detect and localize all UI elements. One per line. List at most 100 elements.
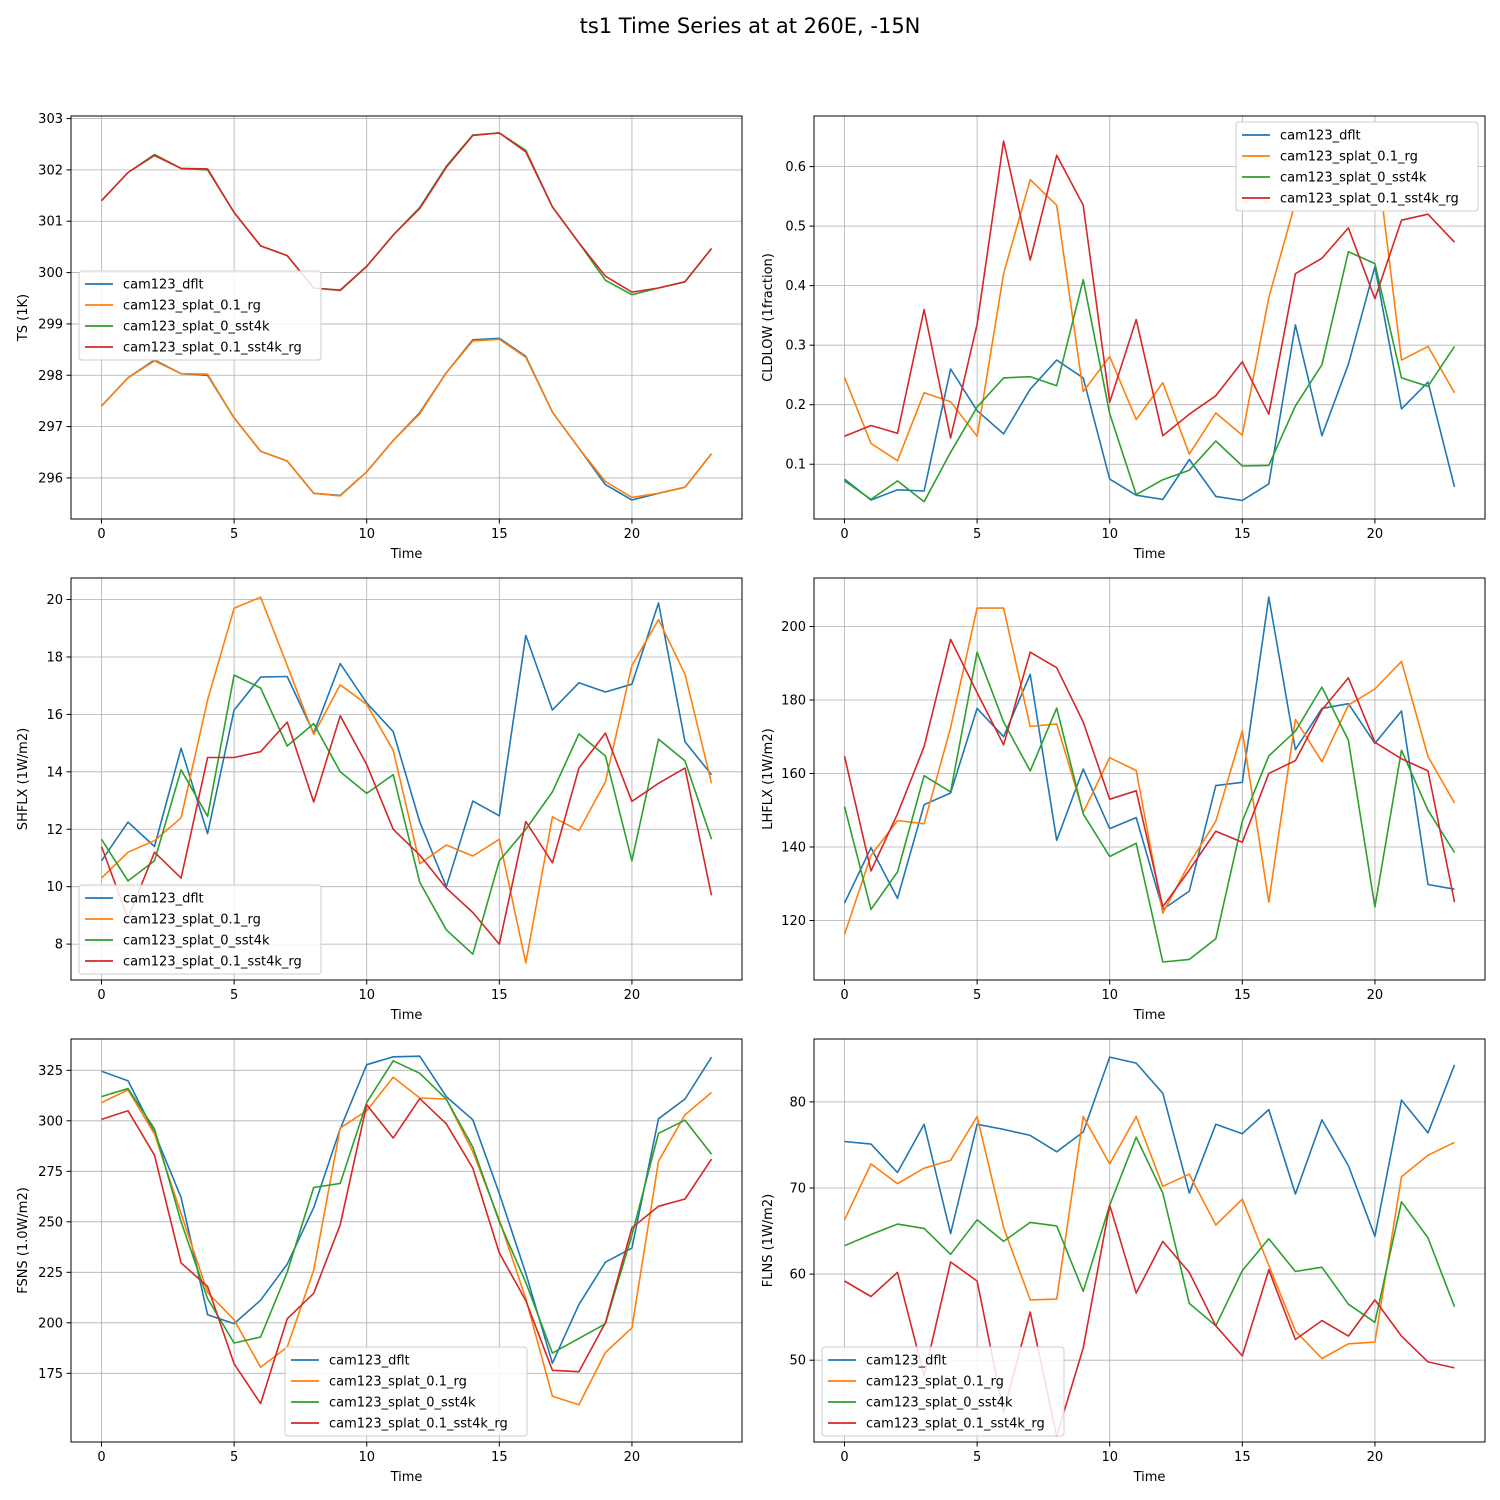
legend-entry: cam123_splat_0_sst4k [123,934,270,949]
series-line-cam123_splat_0.1_rg [101,1076,713,1406]
y-tick-label: 302 [38,163,63,178]
x-tick-label: 5 [230,527,238,542]
x-tick-label: 0 [97,1450,105,1465]
legend-box [1235,121,1479,212]
legend-entry: cam123_dflt [123,892,204,907]
legend: cam123_dflt cam123_splat_0.1_rg cam123_spl… [1235,121,1479,212]
series-line-cam123_splat_0_sst4k [100,674,713,956]
x-tick-label: 10 [1101,1450,1118,1465]
legend-entry: cam123_splat_0_sst4k [123,320,270,335]
y-tick-label: 200 [38,1316,63,1331]
y-axis-label: SHFLX (1W/m2) [16,728,31,830]
y-tick-label: 180 [781,693,806,708]
legend-entry: cam123_splat_0.1_rg [123,913,261,928]
legend: cam123_dflt cam123_splat_0.1_rg cam123_spl… [821,1346,1065,1437]
x-tick-label: 0 [840,988,848,1003]
legend-entry: cam123_splat_0.1_sst4k_rg [866,1417,1045,1432]
y-tick-label: 175 [38,1367,63,1382]
y-tick-label: 16 [46,708,63,723]
y-tick-label: 140 [781,840,806,855]
legend-box [284,1346,528,1437]
x-tick-label: 15 [1234,988,1251,1003]
series-line-cam123_splat_0.1_sst4k_rg [100,714,713,945]
x-tick-label: 10 [358,527,375,542]
x-tick-label: 0 [97,988,105,1003]
x-tick-label: 5 [230,988,238,1003]
x-tick-label: 15 [1234,527,1251,542]
series-line-cam123_splat_0.1_rg [843,1115,1455,1360]
series-line-cam123_splat_0.1_rg [843,607,1456,935]
series-line-cam123_splat_0.1_sst4k_rg [101,1097,713,1405]
y-tick-label: 10 [46,880,63,895]
y-tick-label: 298 [38,369,63,384]
x-tick-label: 5 [973,527,981,542]
x-axis-label: Time [1133,1008,1166,1023]
series-line-cam123_splat_0_sst4k [844,250,1456,503]
series-line-cam123_splat_0_sst4k [100,132,713,296]
series-line-cam123_splat_0.1_sst4k_rg [844,1204,1455,1437]
legend-entry: cam123_splat_0.1_sst4k_rg [123,341,302,356]
y-axis-label: FLNS (1W/m2) [761,1194,776,1287]
y-tick-label: 50 [789,1354,806,1369]
y-axis-label: CLDLOW (1fraction) [761,253,776,382]
legend-entry: cam123_dflt [329,1354,410,1369]
legend-entry: cam123_dflt [1280,129,1361,144]
y-tick-label: 296 [38,471,63,486]
y-tick-label: 0.1 [785,458,806,473]
y-tick-label: 200 [781,620,806,635]
y-tick-label: 250 [38,1215,63,1230]
series-line-cam123_splat_0.1_sst4k_rg [843,638,1456,908]
y-tick-label: 225 [38,1266,63,1281]
x-axis-label: Time [390,1008,423,1023]
subplot-1: 0 5 10 15 20 296 297 298 299 300 301 302 303 Time TS (… [16,112,743,562]
x-tick-label: 20 [1367,527,1384,542]
legend-entry: cam123_splat_0.1_sst4k_rg [123,955,302,970]
x-tick-label: 20 [624,1450,641,1465]
subplot-5: 0 5 10 15 20 175 200 225 250 275 300 325 Time FSNS (1… [16,1038,743,1485]
x-tick-label: 20 [624,988,641,1003]
x-tick-label: 5 [973,988,981,1003]
legend-entry: cam123_splat_0.1_rg [329,1375,467,1390]
x-tick-label: 0 [97,527,105,542]
series-line-cam123_dflt [100,602,713,888]
y-tick-label: 12 [46,823,63,838]
legend-entry: cam123_splat_0.1_sst4k_rg [1280,192,1459,207]
y-tick-label: 0.4 [785,279,806,294]
series-line-cam123_splat_0.1_rg [100,596,713,964]
legend-entry: cam123_splat_0.1_rg [866,1375,1004,1390]
x-tick-label: 15 [491,527,508,542]
figure-title: ts1 Time Series at at 260E, -15N [579,14,921,38]
x-tick-label: 15 [1234,1450,1251,1465]
x-tick-label: 0 [840,1450,848,1465]
x-tick-label: 20 [1367,988,1384,1003]
legend-box [78,884,322,975]
y-tick-label: 299 [38,317,63,332]
y-tick-label: 120 [781,914,806,929]
series-line-cam123_splat_0.1_rg [100,338,713,499]
legend: cam123_dflt cam123_splat_0.1_rg cam123_spl… [78,270,322,361]
series-line-cam123_splat_0_sst4k [843,651,1456,963]
legend-entry: cam123_dflt [123,278,204,293]
y-tick-label: 0.6 [785,160,806,175]
series-line-cam123_dflt [844,265,1456,502]
x-tick-label: 10 [358,1450,375,1465]
legend-entry: cam123_splat_0.1_rg [1280,150,1418,165]
axes-frame [813,1038,1486,1443]
x-tick-label: 10 [1101,988,1118,1003]
y-tick-label: 300 [38,266,63,281]
x-tick-label: 5 [230,1450,238,1465]
legend-entry: cam123_splat_0.1_rg [123,299,261,314]
axes-frame [70,577,743,981]
y-tick-label: 0.5 [785,220,806,235]
legend-box [821,1346,1065,1437]
y-tick-label: 18 [46,650,63,665]
legend-entry: cam123_splat_0.1_sst4k_rg [329,1417,508,1432]
series-line-cam123_splat_0_sst4k [844,1136,1456,1327]
legend-entry: cam123_splat_0_sst4k [866,1396,1013,1411]
series-line-cam123_dflt [100,337,713,501]
legend: cam123_dflt cam123_splat_0.1_rg cam123_spl… [284,1346,528,1437]
y-tick-label: 60 [789,1268,806,1283]
axes-frame [813,115,1486,520]
